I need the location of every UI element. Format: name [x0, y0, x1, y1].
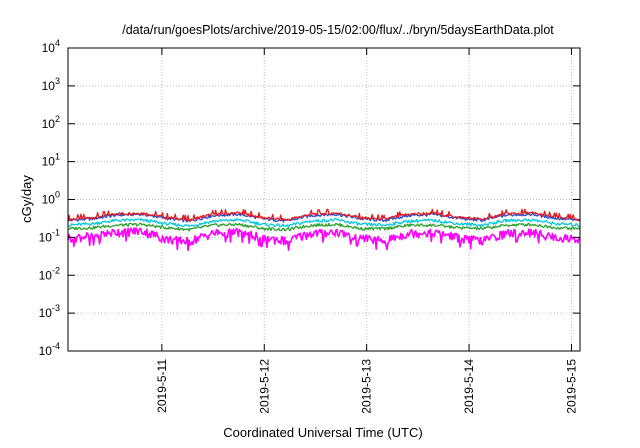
data-series — [67, 208, 581, 252]
series-line — [67, 217, 581, 228]
y-tick-label: 10-2 — [39, 265, 60, 282]
x-tick-label: 2019-5-12 — [257, 359, 271, 414]
x-tick-label: 2019-5-13 — [360, 359, 374, 414]
series-line — [67, 227, 581, 252]
y-tick-label: 10-3 — [39, 303, 60, 320]
chart-title: /data/run/goesPlots/archive/2019-05-15/0… — [122, 23, 554, 37]
x-tick-label: 2019-5-14 — [462, 359, 476, 414]
ticks: 10-4 10-3 10-2 10-1 100 101 102 103 104 2019-5-11… — [39, 38, 580, 414]
x-tick-label: 2019-5-15 — [564, 359, 578, 414]
y-tick-label: 10-4 — [39, 341, 60, 358]
y-tick-label: 102 — [42, 114, 60, 131]
series-line — [67, 208, 581, 223]
series-line — [67, 222, 581, 232]
grid — [68, 48, 580, 351]
y-tick-label: 101 — [42, 152, 60, 169]
x-axis-label: Coordinated Universal Time (UTC) — [223, 425, 422, 440]
x-tick-label: 2019-5-11 — [155, 359, 169, 413]
y-axis-label: cGy/day — [19, 175, 34, 223]
y-tick-label: 104 — [42, 38, 60, 55]
y-tick-label: 10-1 — [39, 227, 60, 244]
y-tick-label: 100 — [42, 190, 60, 207]
y-tick-label: 103 — [42, 76, 60, 93]
